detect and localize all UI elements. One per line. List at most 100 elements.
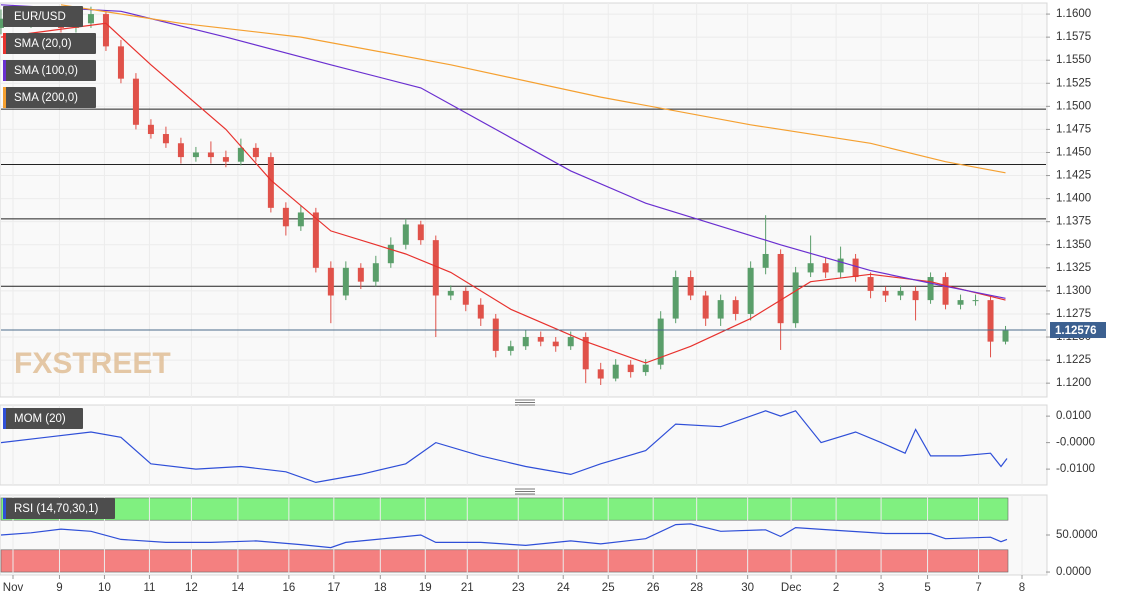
candle-body — [522, 337, 529, 347]
candle-body — [882, 290, 889, 296]
candle-body — [852, 258, 859, 278]
candle-body — [297, 212, 304, 227]
series-line — [0, 410, 1008, 484]
legend-swatch — [3, 87, 6, 108]
candle-body — [147, 124, 154, 135]
candle-body — [312, 212, 319, 268]
y-tick-label: 1.1200 — [1056, 377, 1091, 389]
candle-body — [0, 18, 4, 28]
candle-body — [237, 147, 244, 162]
splitter[interactable] — [515, 488, 535, 495]
y-tick-label: 1.1500 — [1056, 100, 1091, 112]
legend-swatch — [3, 33, 6, 54]
candle-body — [132, 78, 139, 125]
series-line — [0, 22, 1006, 364]
y-tick-label: 1.1475 — [1056, 123, 1091, 135]
legend-item: EUR/USD — [3, 6, 83, 27]
legend-item: SMA (20,0) — [3, 33, 96, 54]
y-tick-label: 1.1600 — [1056, 8, 1091, 20]
legend-label: RSI (14,70,30,1) — [14, 503, 99, 515]
candle-body — [612, 364, 619, 379]
x-tick-label: 30 — [741, 582, 754, 594]
candle-body — [627, 364, 634, 373]
mom-panel — [0, 404, 1048, 486]
candle-body — [687, 277, 694, 296]
x-tick-label: 25 — [602, 582, 615, 594]
candle-body — [162, 134, 169, 144]
y-tick-label: 1.1550 — [1056, 54, 1091, 66]
candle-body — [567, 337, 574, 347]
splitter[interactable] — [515, 399, 535, 406]
candle-body — [492, 318, 499, 351]
legend-item: MOM (20) — [3, 408, 83, 429]
x-tick-label: 21 — [461, 582, 474, 594]
candle-body — [837, 258, 844, 273]
candle-body — [957, 300, 964, 305]
y-tick-label: 1.1225 — [1056, 354, 1091, 366]
x-tick-label: 7 — [975, 582, 981, 594]
legend-label: MOM (20) — [14, 413, 66, 425]
candle-body — [642, 364, 649, 373]
legend-box — [3, 408, 83, 429]
candle-body — [387, 244, 394, 264]
candle-body — [987, 300, 994, 342]
candle-body — [972, 300, 979, 302]
candle-body — [252, 147, 259, 158]
x-tick-label: 23 — [512, 582, 525, 594]
x-tick-label: 11 — [143, 582, 155, 594]
legend-label: SMA (100,0) — [14, 65, 78, 77]
candle-body — [372, 263, 379, 282]
candle-body — [402, 224, 409, 245]
candle-body — [177, 143, 184, 158]
candle-body — [747, 267, 754, 314]
candle-body — [342, 267, 349, 296]
band — [0, 497, 1009, 521]
y-tick-label: -0.0000 — [1056, 437, 1095, 449]
candle-body — [507, 346, 514, 351]
watermark: FXSTREET — [14, 347, 171, 380]
x-tick-label: 8 — [1019, 582, 1025, 594]
series-line — [0, 4, 1006, 299]
legend-item: RSI (14,70,30,1) — [3, 498, 115, 519]
candle-body — [87, 14, 94, 24]
legend-box — [3, 87, 96, 108]
x-tick-label: 10 — [98, 582, 111, 594]
legend-swatch — [3, 498, 6, 519]
candle-body — [897, 290, 904, 296]
x-tick-label: 5 — [924, 582, 930, 594]
x-tick-label: 3 — [878, 582, 884, 594]
candle-body — [537, 337, 544, 342]
candle-body — [942, 277, 949, 305]
band — [0, 549, 1009, 573]
legend-box — [3, 60, 96, 81]
legend-item: SMA (200,0) — [3, 87, 96, 108]
candle-body — [672, 277, 679, 319]
candle-body — [867, 277, 874, 291]
candle-body — [702, 295, 709, 319]
x-tick-label: Dec — [781, 582, 802, 594]
y-tick-label: 1.1400 — [1056, 193, 1091, 205]
candle-body — [447, 290, 454, 296]
candle-body — [762, 253, 769, 268]
candle-body — [192, 152, 199, 158]
series-line — [0, 523, 1008, 549]
y-tick-label: 1.1300 — [1056, 285, 1091, 297]
candle-body — [1002, 330, 1009, 342]
candle-body — [597, 369, 604, 379]
x-tick-label: 12 — [185, 582, 198, 594]
candle-body — [327, 267, 334, 296]
x-tick-label: 17 — [327, 582, 340, 594]
legend-item: SMA (100,0) — [3, 60, 96, 81]
series-line — [60, 4, 1006, 174]
candle-body — [552, 341, 559, 347]
y-tick-label: 1.1375 — [1056, 216, 1091, 228]
x-tick-label: 18 — [374, 582, 387, 594]
legend-box — [3, 498, 115, 519]
y-tick-label: 1.1575 — [1056, 31, 1091, 43]
legend-box — [3, 6, 83, 27]
candle-body — [207, 152, 214, 158]
x-tick-label: 24 — [557, 582, 570, 594]
candle-body — [477, 304, 484, 319]
candle-body — [732, 300, 739, 314]
